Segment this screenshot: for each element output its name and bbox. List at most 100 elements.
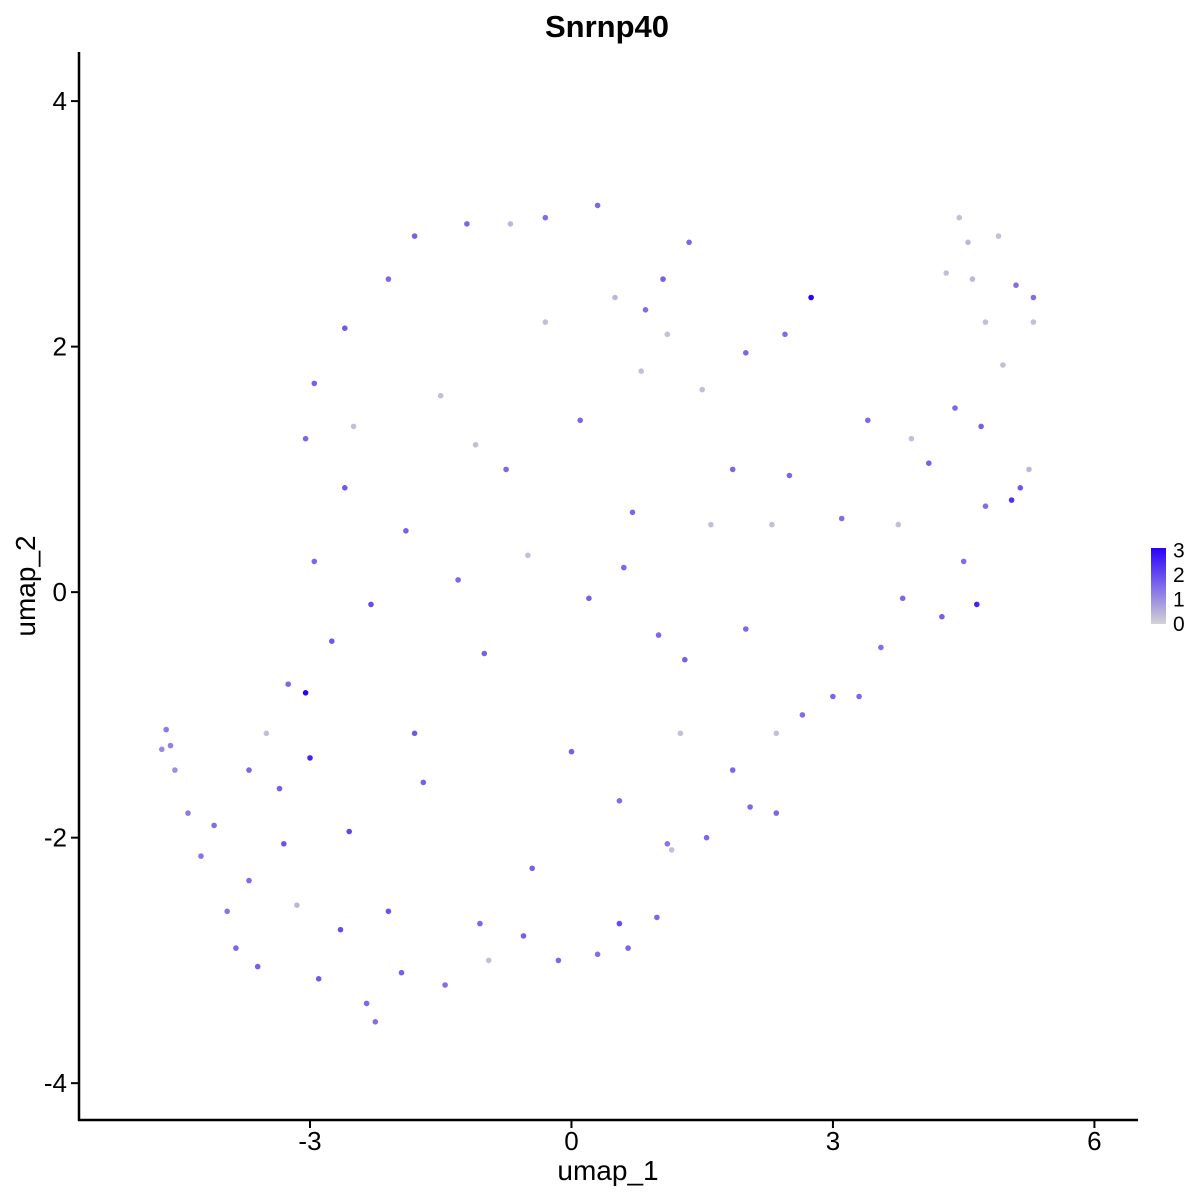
data-point: [525, 552, 531, 559]
data-point: [965, 239, 971, 246]
data-point: [969, 276, 976, 282]
data-point: [520, 933, 527, 939]
data-point: [1013, 282, 1019, 289]
data-point: [682, 656, 688, 663]
data-point: [786, 472, 793, 479]
data-point: [1030, 319, 1037, 325]
data-point: [782, 331, 788, 338]
data-point: [808, 294, 814, 301]
data-point: [664, 841, 671, 847]
data-point: [773, 810, 780, 816]
data-point: [398, 969, 405, 976]
data-point: [302, 435, 309, 442]
scatter-points: [159, 202, 1037, 1025]
data-point: [974, 601, 980, 608]
data-point: [350, 423, 357, 430]
data-point: [442, 982, 448, 988]
data-point: [616, 920, 623, 927]
data-point: [455, 577, 461, 583]
data-point: [263, 730, 270, 737]
data-point: [281, 841, 287, 847]
data-point: [481, 650, 488, 657]
data-point: [285, 681, 292, 687]
data-point: [654, 914, 660, 921]
data-point: [477, 920, 483, 927]
data-point: [638, 368, 644, 375]
data-point: [329, 638, 335, 644]
data-point: [577, 417, 583, 424]
data-point: [952, 405, 958, 411]
data-point: [686, 239, 692, 246]
data-point: [830, 693, 836, 700]
data-point: [1026, 466, 1032, 473]
data-point: [908, 435, 915, 442]
data-point: [660, 276, 666, 282]
data-point: [411, 730, 418, 737]
data-point: [960, 558, 967, 565]
data-point: [594, 202, 601, 209]
data-point: [555, 957, 562, 964]
data-point: [211, 822, 217, 829]
data-point: [594, 951, 601, 958]
data-point: [978, 423, 984, 430]
data-point: [995, 233, 1002, 239]
data-point: [403, 528, 409, 534]
x-tick-label: 3: [826, 1126, 840, 1156]
legend-tick-label: 3: [1173, 539, 1185, 562]
x-tick-label: -3: [298, 1126, 321, 1156]
data-point: [337, 926, 344, 933]
data-point: [699, 386, 705, 393]
data-point: [708, 521, 714, 528]
data-point: [385, 908, 392, 915]
data-point: [472, 442, 479, 448]
legend-tick-label: 2: [1173, 564, 1185, 587]
data-point: [185, 810, 191, 816]
x-tick-label: 6: [1087, 1126, 1101, 1156]
data-point: [368, 601, 374, 608]
y-tick-label: 4: [53, 86, 67, 116]
data-point: [612, 294, 618, 301]
legend-colorbar: [1151, 548, 1166, 624]
data-point: [233, 945, 239, 951]
data-point: [485, 957, 492, 964]
data-point: [1030, 294, 1037, 301]
data-point: [172, 767, 178, 773]
data-point: [385, 276, 392, 282]
data-point: [542, 214, 549, 221]
data-point: [1008, 497, 1015, 503]
data-point: [878, 644, 884, 651]
data-point: [642, 307, 649, 313]
legend-tick-label: 0: [1173, 613, 1185, 636]
data-point: [507, 221, 514, 227]
data-point: [865, 417, 871, 424]
data-point: [838, 515, 845, 522]
data-point: [743, 350, 749, 356]
data-point: [311, 380, 318, 387]
data-point: [616, 798, 623, 804]
data-point: [159, 746, 165, 753]
y-tick-label: 2: [53, 332, 67, 362]
data-point: [743, 626, 749, 632]
data-point: [982, 503, 989, 510]
data-point: [769, 521, 775, 528]
data-point: [542, 319, 549, 325]
data-point: [1017, 485, 1024, 491]
data-point: [664, 331, 671, 338]
data-point: [668, 847, 675, 853]
y-tick-label: -2: [44, 823, 67, 853]
legend-tick-label: 1: [1173, 588, 1185, 611]
data-point: [677, 730, 684, 737]
x-axis-label: umap_1: [557, 1155, 658, 1186]
y-tick-label: -4: [44, 1068, 67, 1098]
data-point: [568, 748, 575, 755]
y-axis-ticks: -4 -2 0 2 4: [44, 86, 79, 1098]
data-point: [346, 828, 353, 835]
data-point: [956, 214, 963, 221]
data-point: [729, 466, 736, 473]
data-point: [773, 730, 780, 737]
data-point: [703, 834, 710, 841]
data-point: [342, 485, 348, 491]
data-point: [729, 767, 736, 773]
data-point: [982, 319, 989, 325]
